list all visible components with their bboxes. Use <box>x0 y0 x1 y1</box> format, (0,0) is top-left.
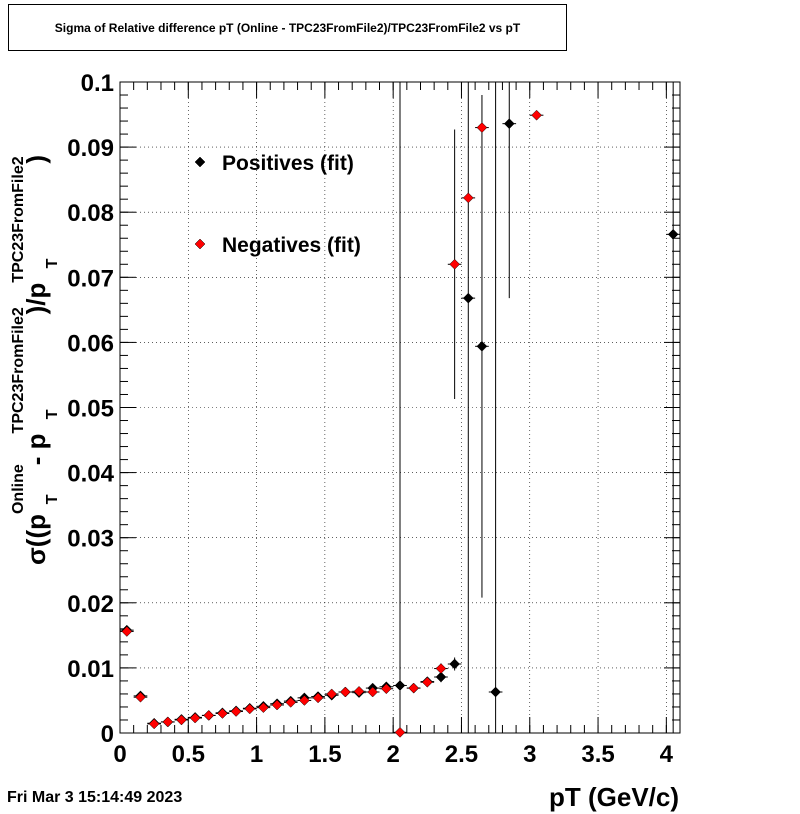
legend-label: Positives (fit) <box>222 152 354 175</box>
data-point <box>503 118 515 130</box>
y-label-sup1: Online <box>10 464 27 514</box>
x-tick-label: 1 <box>250 741 263 768</box>
data-point <box>394 726 406 738</box>
data-point <box>435 663 447 674</box>
legend-marker <box>194 156 206 168</box>
y-tick-label: 0.01 <box>67 656 114 683</box>
y-axis-ticks: 0 0.01 0.02 0.03 0.04 0.05 0.06 0.07 0.08 0.09 0.1 <box>67 70 114 748</box>
legend-label: Negatives (fit) <box>222 234 361 257</box>
x-tick-label: 4 <box>660 741 674 768</box>
data-point <box>135 691 146 703</box>
y-tick-label: 0.07 <box>67 265 114 292</box>
y-tick-label: 0.04 <box>67 461 114 488</box>
timestamp: Fri Mar 3 15:14:49 2023 <box>7 789 183 806</box>
y-tick-label: 0.02 <box>67 591 114 618</box>
x-tick-label: 1.5 <box>308 741 341 768</box>
y-tick-label: 0 <box>101 721 114 748</box>
y-tick-label: 0.09 <box>67 135 114 162</box>
data-point <box>271 699 283 711</box>
legend: Positives (fit) Negatives (fit) <box>194 152 361 257</box>
data-point <box>531 109 542 121</box>
y-tick-label: 0.06 <box>67 330 114 357</box>
data-point <box>394 680 406 691</box>
x-tick-label: 2.5 <box>445 741 478 768</box>
chart-title: Sigma of Relative difference pT (Online … <box>8 4 567 51</box>
y-label-mid2: )/p <box>21 283 51 315</box>
y-label-prefix: σ((p <box>21 514 51 565</box>
data-point <box>490 686 501 698</box>
x-tick-label: 3 <box>523 741 536 768</box>
data-point <box>203 710 215 721</box>
data-point <box>299 695 310 706</box>
data-point <box>476 340 488 352</box>
x-tick-label: 0.5 <box>172 741 205 768</box>
data-point <box>408 682 420 694</box>
data-point <box>217 708 228 719</box>
data-point <box>162 716 174 728</box>
y-axis-label: σ((pOnline T - pTPC23FromFile2 T)/pTPC23Fr… <box>10 155 61 565</box>
data-point <box>312 692 324 704</box>
data-points <box>120 82 680 738</box>
x-axis-label: pT (GeV/c) <box>549 782 679 812</box>
data-point <box>449 658 460 670</box>
data-point <box>435 671 447 683</box>
data-point <box>258 702 269 713</box>
data-point <box>121 626 133 637</box>
data-point <box>462 292 474 304</box>
y-label-mid: - p <box>21 433 51 472</box>
x-tick-label: 0 <box>113 741 126 768</box>
y-label-sup2: TPC23FromFile2 <box>10 307 27 433</box>
data-point <box>326 688 338 700</box>
data-point <box>421 676 433 688</box>
y-label-sup3: TPC23FromFile2 <box>10 156 27 282</box>
x-tick-label: 2 <box>386 741 399 768</box>
series-1 <box>120 109 544 738</box>
data-point <box>176 714 187 726</box>
data-point <box>340 686 351 698</box>
data-point <box>380 683 392 695</box>
data-point <box>462 192 474 204</box>
data-point <box>367 686 379 698</box>
data-point <box>449 258 460 270</box>
data-point <box>230 706 242 717</box>
x-tick-label: 3.5 <box>581 741 614 768</box>
data-point <box>353 685 365 697</box>
y-tick-label: 0.05 <box>67 396 114 423</box>
data-point <box>148 718 160 730</box>
data-point <box>476 122 488 133</box>
x-axis-ticks: 0 0.5 1 1.5 2 2.5 3 3.5 4 <box>113 741 673 768</box>
data-point <box>667 228 679 240</box>
legend-marker <box>194 238 206 250</box>
y-label-sub3: T <box>44 258 61 268</box>
data-point <box>244 703 256 715</box>
data-point <box>285 697 297 708</box>
data-point <box>189 712 201 724</box>
y-tick-label: 0.03 <box>67 526 114 553</box>
y-label-sub1: T <box>44 494 61 504</box>
y-tick-label: 0.1 <box>81 70 114 97</box>
y-label-sub2: T <box>44 409 61 419</box>
y-label-suffix: ) <box>21 155 51 164</box>
y-tick-label: 0.08 <box>67 200 114 227</box>
